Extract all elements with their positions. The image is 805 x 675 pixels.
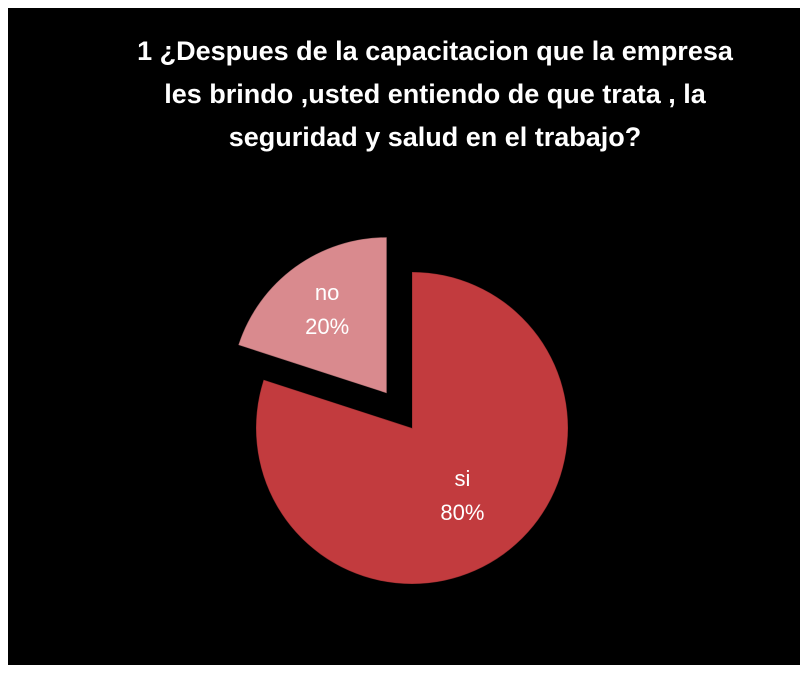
pie-slice xyxy=(255,271,569,585)
pie-slice xyxy=(237,236,388,394)
slice-category-label: si xyxy=(454,466,470,491)
chart-title: 1 ¿Despues de la capacitacion que la emp… xyxy=(137,36,733,152)
slice-category-label: no xyxy=(315,280,339,305)
slice-value-label: 80% xyxy=(440,500,484,525)
slice-value-label: 20% xyxy=(305,314,349,339)
